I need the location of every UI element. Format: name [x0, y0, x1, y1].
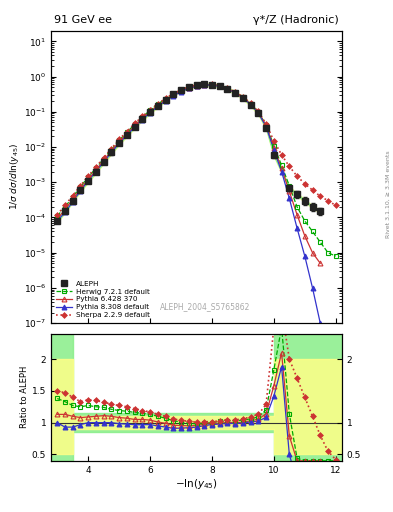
- Text: Rivet 3.1.10, ≥ 3.3M events: Rivet 3.1.10, ≥ 3.3M events: [386, 151, 391, 239]
- Text: 91 GeV ee: 91 GeV ee: [54, 15, 112, 25]
- Text: ALEPH_2004_S5765862: ALEPH_2004_S5765862: [160, 303, 250, 311]
- Text: γ*/Z (Hadronic): γ*/Z (Hadronic): [253, 15, 339, 25]
- Y-axis label: $1/\sigma\;d\sigma/d\ln(y_{45})$: $1/\sigma\;d\sigma/d\ln(y_{45})$: [8, 143, 21, 210]
- Legend: ALEPH, Herwig 7.2.1 default, Pythia 6.428 370, Pythia 8.308 default, Sherpa 2.2.: ALEPH, Herwig 7.2.1 default, Pythia 6.42…: [53, 278, 152, 321]
- X-axis label: $-\ln(y_{45})$: $-\ln(y_{45})$: [175, 477, 218, 492]
- Y-axis label: Ratio to ALEPH: Ratio to ALEPH: [20, 366, 29, 429]
